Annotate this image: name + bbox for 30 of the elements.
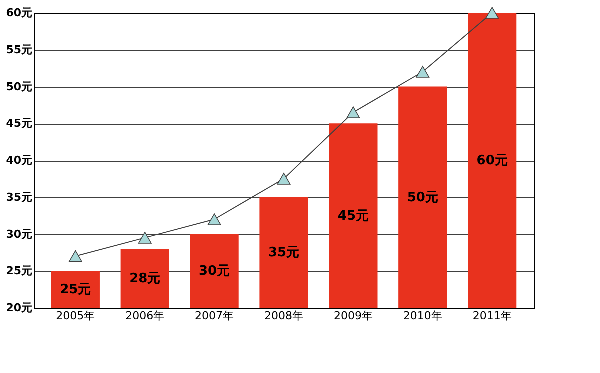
data-label: 60元 [476, 154, 508, 168]
x-tick-label: 2006年 [126, 310, 165, 322]
y-tick-label: 60元 [6, 6, 32, 20]
y-tick-label: 40元 [6, 154, 32, 167]
y-tick-label: 30元 [6, 228, 32, 241]
y-tick-label: 55元 [6, 43, 32, 56]
point [138, 232, 152, 244]
point [486, 7, 500, 19]
data-label: 28元 [130, 272, 161, 286]
x-tick-label: 2008年 [264, 310, 304, 322]
data-label: 25元 [60, 282, 92, 298]
x-tick-label: 2009年 [334, 310, 373, 322]
point [416, 66, 430, 78]
point [208, 214, 222, 226]
x-tick-label: 2010年 [403, 310, 442, 322]
data-label: 45元 [338, 208, 369, 224]
point [277, 173, 291, 185]
y-tick-label: 35元 [6, 190, 32, 204]
point [346, 106, 360, 118]
y-tick-label: 45元 [6, 117, 32, 130]
data-label: 50元 [407, 190, 438, 206]
y-tick-label: 25元 [6, 264, 32, 278]
x-tick-label: 2005年 [56, 310, 96, 322]
y-tick-label: 50元 [6, 80, 32, 94]
x-tick-label: 2007年 [195, 310, 234, 322]
data-label: 35元 [268, 246, 300, 261]
data-label: 30元 [199, 264, 230, 280]
x-tick-label: 2011年 [472, 310, 512, 322]
point [68, 250, 82, 262]
y-tick-label: 20元 [6, 302, 32, 314]
